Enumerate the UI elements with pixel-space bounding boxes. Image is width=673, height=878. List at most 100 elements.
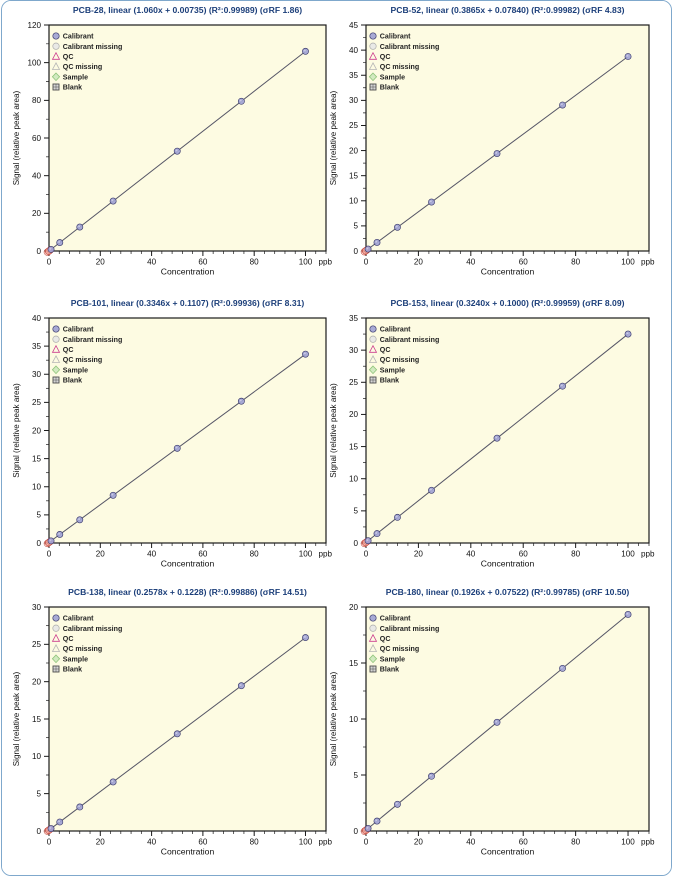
svg-text:Blank: Blank [380, 84, 399, 92]
svg-text:Calibrant: Calibrant [380, 33, 411, 41]
svg-text:Blank: Blank [63, 84, 82, 92]
svg-text:35: 35 [349, 314, 359, 323]
svg-text:20: 20 [32, 209, 42, 218]
svg-text:0: 0 [353, 247, 358, 256]
svg-text:Sample: Sample [63, 655, 88, 663]
svg-text:40: 40 [147, 258, 157, 267]
svg-text:Sample: Sample [380, 655, 405, 663]
svg-text:80: 80 [250, 838, 260, 847]
svg-text:15: 15 [349, 659, 359, 668]
svg-text:10: 10 [32, 752, 42, 761]
svg-text:Calibrant: Calibrant [63, 33, 94, 41]
svg-text:20: 20 [96, 550, 106, 559]
svg-text:100: 100 [27, 58, 41, 67]
svg-text:60: 60 [519, 550, 529, 559]
svg-text:10: 10 [32, 483, 42, 492]
svg-text:Concentration: Concentration [481, 559, 535, 569]
svg-text:Calibrant missing: Calibrant missing [63, 336, 123, 344]
svg-text:80: 80 [250, 550, 260, 559]
svg-text:QC: QC [380, 53, 391, 61]
svg-text:10: 10 [349, 197, 359, 206]
svg-text:40: 40 [147, 838, 157, 847]
svg-text:QC missing: QC missing [380, 356, 419, 364]
svg-text:ppb: ppb [318, 838, 332, 847]
svg-text:80: 80 [32, 96, 42, 105]
svg-text:20: 20 [96, 258, 106, 267]
svg-text:PCB-138, linear (0.2578x + 0.1: PCB-138, linear (0.2578x + 0.1228) (R²:0… [68, 587, 307, 597]
svg-text:0: 0 [47, 258, 52, 267]
svg-text:ppb: ppb [641, 550, 655, 559]
svg-text:30: 30 [32, 603, 42, 612]
svg-text:20: 20 [96, 838, 106, 847]
svg-text:Blank: Blank [380, 666, 399, 674]
svg-text:Sample: Sample [63, 73, 88, 81]
svg-text:45: 45 [349, 21, 359, 30]
svg-text:60: 60 [519, 838, 529, 847]
svg-text:20: 20 [349, 603, 359, 612]
svg-text:Signal (relative peak area): Signal (relative peak area) [329, 90, 338, 185]
svg-text:40: 40 [32, 314, 42, 323]
svg-text:80: 80 [571, 258, 581, 267]
svg-text:10: 10 [349, 715, 359, 724]
svg-text:Concentration: Concentration [481, 267, 535, 277]
svg-text:30: 30 [349, 346, 359, 355]
svg-text:15: 15 [349, 442, 359, 451]
svg-text:15: 15 [32, 454, 42, 463]
svg-text:15: 15 [32, 715, 42, 724]
svg-text:ppb: ppb [318, 258, 332, 267]
svg-text:5: 5 [353, 222, 358, 231]
svg-text:Concentration: Concentration [161, 267, 215, 277]
svg-text:5: 5 [353, 771, 358, 780]
svg-text:20: 20 [414, 838, 424, 847]
svg-text:Calibrant missing: Calibrant missing [380, 43, 440, 51]
svg-text:40: 40 [147, 550, 157, 559]
svg-text:Calibrant missing: Calibrant missing [380, 336, 440, 344]
svg-text:5: 5 [36, 789, 41, 798]
svg-text:Calibrant: Calibrant [63, 615, 94, 623]
svg-text:60: 60 [198, 258, 208, 267]
svg-text:0: 0 [364, 550, 369, 559]
svg-text:100: 100 [299, 258, 313, 267]
svg-text:QC: QC [63, 53, 74, 61]
svg-text:20: 20 [414, 258, 424, 267]
svg-text:30: 30 [349, 96, 359, 105]
svg-text:100: 100 [621, 550, 635, 559]
svg-text:Blank: Blank [63, 377, 82, 385]
svg-text:25: 25 [349, 378, 359, 387]
svg-text:60: 60 [198, 838, 208, 847]
svg-text:Blank: Blank [63, 666, 82, 674]
svg-text:30: 30 [32, 370, 42, 379]
svg-text:ppb: ppb [641, 838, 655, 847]
svg-text:PCB-180, linear (0.1926x + 0.0: PCB-180, linear (0.1926x + 0.07522) (R²:… [386, 587, 630, 597]
svg-text:Sample: Sample [380, 73, 405, 81]
svg-text:PCB-153, linear (0.3240x + 0.1: PCB-153, linear (0.3240x + 0.1000) (R²:0… [391, 298, 625, 308]
svg-text:Signal (relative peak area): Signal (relative peak area) [12, 90, 21, 185]
svg-text:80: 80 [571, 550, 581, 559]
svg-text:Sample: Sample [380, 366, 405, 374]
svg-text:20: 20 [349, 146, 359, 155]
svg-text:QC missing: QC missing [63, 356, 102, 364]
svg-text:5: 5 [353, 507, 358, 516]
svg-text:80: 80 [250, 258, 260, 267]
svg-text:QC: QC [63, 346, 74, 354]
svg-text:40: 40 [32, 171, 42, 180]
svg-text:40: 40 [466, 550, 476, 559]
svg-text:100: 100 [299, 550, 313, 559]
svg-text:35: 35 [32, 342, 42, 351]
svg-text:0: 0 [47, 550, 52, 559]
svg-text:Calibrant missing: Calibrant missing [63, 625, 123, 633]
svg-text:120: 120 [27, 21, 41, 30]
svg-text:Sample: Sample [63, 366, 88, 374]
svg-text:Calibrant: Calibrant [380, 326, 411, 334]
svg-text:60: 60 [198, 550, 208, 559]
svg-text:QC missing: QC missing [63, 63, 102, 71]
svg-text:0: 0 [353, 539, 358, 548]
svg-text:ppb: ppb [318, 550, 332, 559]
svg-text:20: 20 [414, 550, 424, 559]
svg-text:Concentration: Concentration [481, 847, 535, 857]
svg-text:0: 0 [364, 838, 369, 847]
svg-text:Calibrant missing: Calibrant missing [63, 43, 123, 51]
svg-text:40: 40 [466, 838, 476, 847]
svg-text:QC missing: QC missing [63, 645, 102, 653]
svg-text:PCB-52, linear (0.3865x + 0.07: PCB-52, linear (0.3865x + 0.07840) (R²:0… [391, 5, 625, 15]
